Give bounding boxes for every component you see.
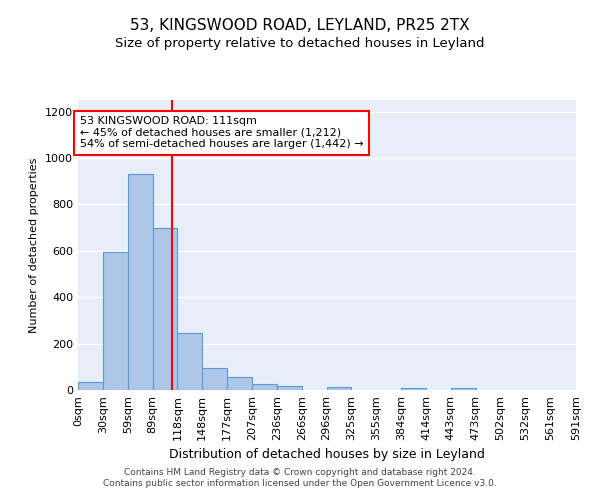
Text: 53 KINGSWOOD ROAD: 111sqm
← 45% of detached houses are smaller (1,212)
54% of se: 53 KINGSWOOD ROAD: 111sqm ← 45% of detac… [80,116,364,150]
X-axis label: Distribution of detached houses by size in Leyland: Distribution of detached houses by size … [169,448,485,461]
Bar [103,252,128,390]
Text: Contains HM Land Registry data © Crown copyright and database right 2024.
Contai: Contains HM Land Registry data © Crown c… [103,468,497,487]
Text: Size of property relative to detached houses in Leyland: Size of property relative to detached ho… [115,38,485,51]
Bar [277,386,302,390]
Bar [128,174,152,390]
Bar [451,388,476,390]
Bar [78,382,103,390]
Bar [178,333,202,390]
Bar [401,388,426,390]
Bar [227,377,252,390]
Bar [152,228,178,390]
Bar [326,387,352,390]
Text: 53, KINGSWOOD ROAD, LEYLAND, PR25 2TX: 53, KINGSWOOD ROAD, LEYLAND, PR25 2TX [130,18,470,32]
Bar [202,368,227,390]
Bar [252,384,277,390]
Y-axis label: Number of detached properties: Number of detached properties [29,158,40,332]
